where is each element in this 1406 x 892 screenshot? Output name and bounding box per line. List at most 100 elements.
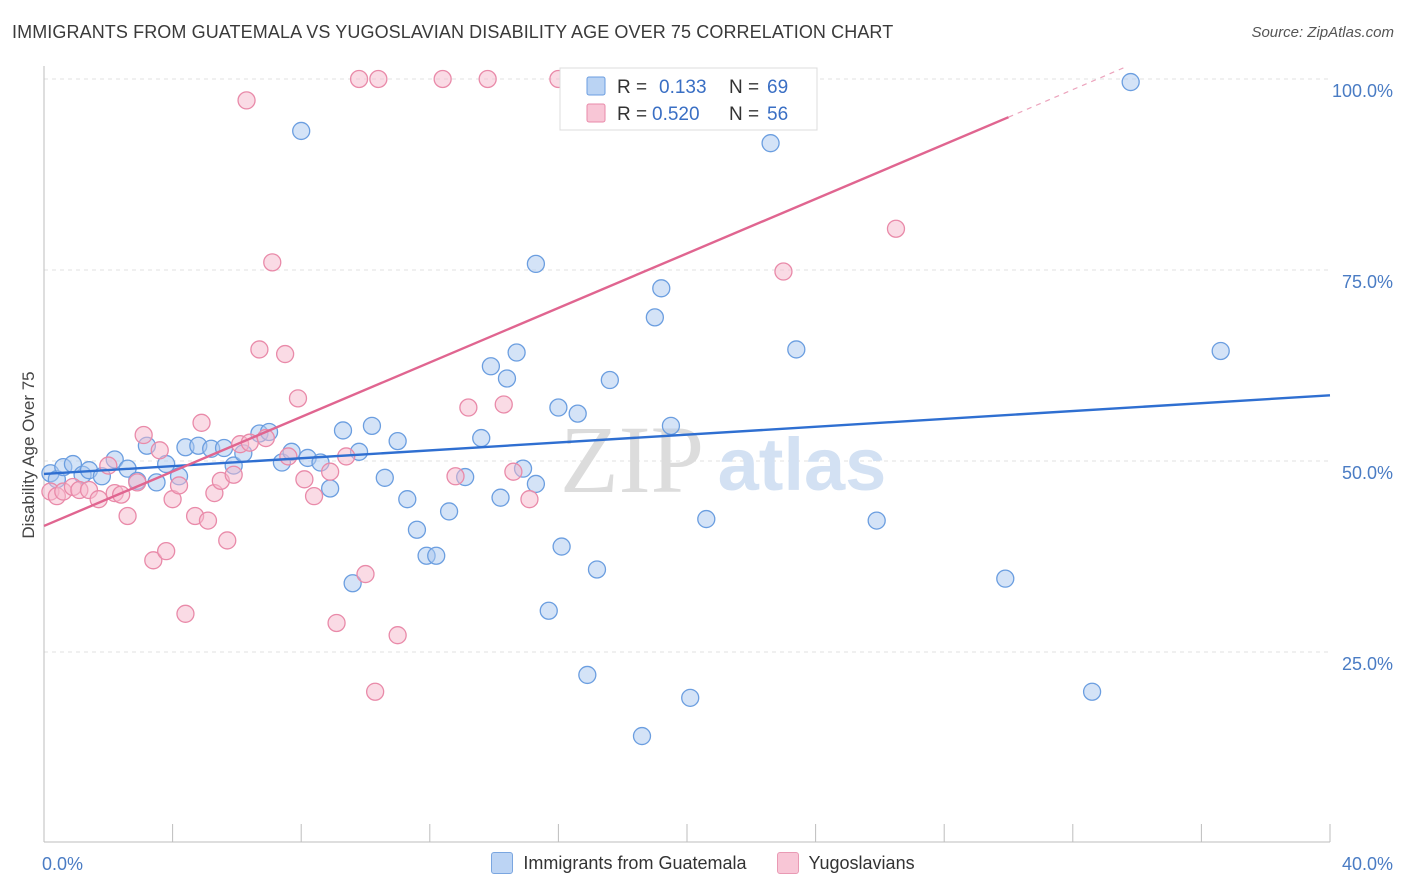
- legend-n-label-1: N =: [729, 77, 759, 98]
- trend-line-yugoslavians-extension: [1008, 66, 1125, 118]
- yugoslavians-point-33: [279, 447, 298, 466]
- legend-swatch-yugoslavians: [586, 103, 606, 123]
- stats-legend: R = 0.133 N = 69 R = 0.520 N = 56: [559, 67, 818, 131]
- guatemala-point-52: [578, 665, 597, 685]
- legend-box-yugoslavians: [776, 852, 799, 874]
- guatemala-point-42: [491, 488, 510, 507]
- yugoslavians-point-36: [304, 486, 324, 506]
- yugoslavians-point-15: [157, 542, 176, 561]
- guatemala-point-67: [1121, 72, 1140, 92]
- guatemala-point-46: [526, 254, 546, 274]
- yugoslavians-point-35: [295, 470, 314, 489]
- legend-r-value-2: 0.520: [652, 104, 700, 125]
- legend-n-value-2: 56: [767, 104, 788, 125]
- yugoslavians-point-55: [886, 219, 906, 238]
- guatemala-point-28: [333, 421, 353, 440]
- guatemala-point-35: [407, 520, 427, 539]
- watermark-zip: ZIP: [560, 406, 704, 513]
- guatemala-point-48: [539, 601, 558, 620]
- guatemala-point-37: [427, 546, 446, 565]
- guatemala-point-44: [507, 343, 526, 362]
- yugoslavians-point-31: [263, 253, 282, 272]
- legend-label-yugoslavians: Yugoslavians: [808, 852, 915, 873]
- yugoslavians-point-40: [349, 69, 369, 89]
- chart-title: IMMIGRANTS FROM GUATEMALA VS YUGOSLAVIAN…: [12, 22, 894, 42]
- legend-item-guatemala: Immigrants from Guatemala: [491, 852, 747, 874]
- legend-r-label-1: R =: [617, 77, 647, 98]
- legend-r-value-1: 0.133: [659, 77, 707, 98]
- series-guatemala-points: [41, 72, 1230, 746]
- x-tick-labels: 0.0% 40.0%: [42, 854, 1393, 874]
- guatemala-point-59: [681, 688, 700, 707]
- guatemala-point-56: [645, 308, 664, 327]
- yugoslavians-point-10: [118, 506, 137, 526]
- trend-line-guatemala: [43, 394, 1331, 476]
- y-tick-label-0: 25.0%: [1342, 654, 1393, 674]
- guatemala-point-68: [1211, 341, 1230, 361]
- legend-swatch-guatemala: [586, 76, 606, 96]
- trend-line-yugoslavians: [43, 116, 1009, 528]
- yugoslavians-point-53: [365, 682, 385, 701]
- y-tick-label-3: 100.0%: [1332, 81, 1393, 101]
- y-axis-label: Disability Age Over 75: [19, 371, 38, 538]
- yugoslavians-point-42: [369, 69, 388, 89]
- legend-box-guatemala: [491, 852, 514, 874]
- source-label: Source: ZipAtlas.com: [1251, 24, 1394, 41]
- yugoslavians-point-17: [169, 476, 189, 495]
- x-tick-label-left: 0.0%: [42, 854, 83, 874]
- yugoslavians-point-14: [150, 441, 169, 460]
- yugoslavians-point-27: [237, 91, 256, 110]
- series-legend: Immigrants from Guatemala Yugoslavians: [0, 852, 1406, 874]
- guatemala-point-63: [787, 340, 806, 359]
- guatemala-point-47: [526, 474, 546, 494]
- guatemala-point-58: [661, 416, 681, 436]
- axes: [43, 66, 1331, 843]
- yugoslavians-point-13: [144, 551, 163, 570]
- guatemala-point-30: [343, 574, 362, 593]
- yugoslavians-point-45: [446, 467, 465, 486]
- guatemala-point-53: [587, 560, 607, 579]
- guatemala-point-43: [497, 369, 517, 388]
- watermark-atlas: atlas: [718, 423, 887, 506]
- series-yugoslavians-points: [41, 69, 906, 701]
- yugoslavians-point-46: [459, 398, 478, 417]
- guatemala-point-55: [632, 726, 652, 746]
- yugoslavians-point-47: [478, 69, 497, 89]
- yugoslavians-point-37: [320, 462, 340, 481]
- yugoslavians-point-48: [494, 395, 513, 414]
- yugoslavians-point-20: [192, 413, 211, 432]
- yugoslavians-point-32: [275, 344, 295, 364]
- yugoslavians-point-21: [198, 511, 218, 530]
- yugoslavians-point-44: [433, 69, 452, 89]
- yugoslavians-point-29: [250, 340, 269, 359]
- watermark: ZIP atlas: [560, 406, 886, 513]
- legend-n-value-1: 69: [767, 77, 788, 98]
- guatemala-point-40: [472, 428, 491, 448]
- guatemala-point-54: [600, 370, 619, 390]
- yugoslavians-point-54: [774, 262, 793, 281]
- yugoslavians-point-38: [327, 613, 346, 633]
- x-tick-label-right: 40.0%: [1342, 854, 1393, 874]
- trend-lines: [43, 66, 1331, 528]
- guatemala-point-38: [439, 502, 459, 521]
- legend-n-label-2: N =: [729, 104, 759, 125]
- guatemala-point-60: [697, 509, 716, 529]
- yugoslavians-point-24: [218, 531, 237, 550]
- yugoslavians-point-50: [520, 490, 539, 509]
- guatemala-point-50: [552, 537, 571, 556]
- guatemala-point-31: [362, 416, 382, 436]
- guatemala-point-62: [761, 134, 780, 153]
- guatemala-point-33: [388, 431, 407, 451]
- yugoslavians-point-34: [288, 389, 308, 408]
- guatemala-point-26: [292, 121, 311, 141]
- yugoslavians-point-49: [504, 462, 523, 481]
- y-tick-label-1: 50.0%: [1342, 463, 1393, 483]
- legend-r-label-2: R =: [617, 104, 647, 125]
- yugoslavians-point-25: [224, 465, 243, 484]
- guatemala-point-65: [996, 569, 1015, 588]
- y-tick-labels: 25.0% 50.0% 75.0% 100.0%: [1332, 81, 1393, 674]
- legend-item-yugoslavians: Yugoslavians: [776, 852, 915, 874]
- guatemala-point-51: [568, 404, 587, 423]
- guatemala-point-64: [867, 511, 886, 530]
